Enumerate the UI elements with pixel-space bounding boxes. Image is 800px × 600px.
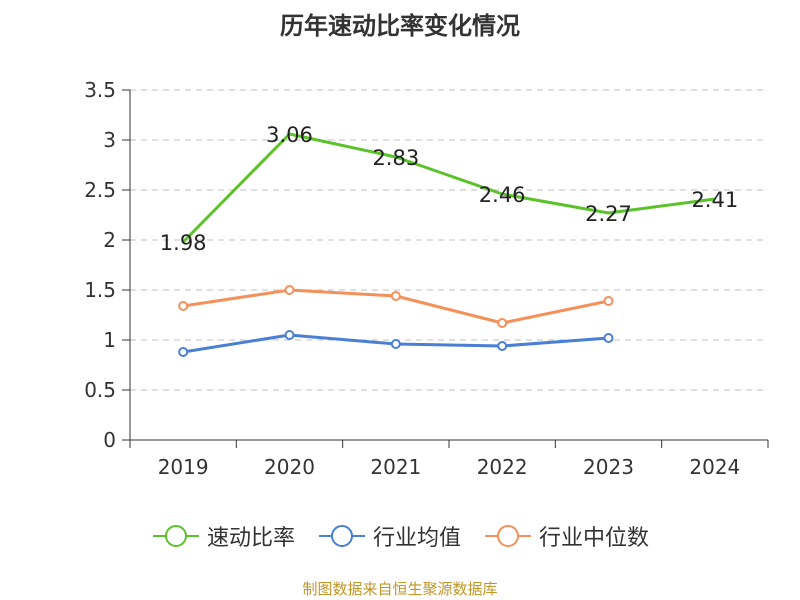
data-point — [284, 285, 295, 295]
y-tick-label: 3 — [103, 128, 116, 152]
y-tick-label: 2 — [103, 228, 116, 252]
legend-marker-icon — [485, 525, 531, 547]
legend-item-industry-median[interactable]: 行业中位数 — [483, 520, 649, 552]
legend-marker-icon — [152, 525, 199, 547]
data-source-note: 制图数据来自恒生聚源数据库 — [302, 580, 498, 598]
y-tick-label: 1.5 — [84, 278, 116, 302]
legend: 速动比率 行业均值 行业中位数 — [0, 520, 800, 552]
x-tick-label: 2020 — [264, 455, 315, 479]
x-tick-label: 2021 — [370, 455, 421, 479]
y-tick-label: 3.5 — [84, 78, 116, 102]
data-point — [390, 339, 401, 349]
data-label: 1.98 — [160, 231, 207, 255]
data-label: 3.06 — [266, 123, 313, 147]
data-label: 2.41 — [691, 188, 738, 212]
x-tick-label: 2019 — [158, 455, 209, 479]
x-tick-label: 2024 — [689, 455, 740, 479]
data-label: 2.46 — [479, 183, 526, 207]
data-point — [497, 341, 508, 351]
legend-item-industry-average[interactable]: 行业均值 — [317, 520, 461, 552]
chart-title: 历年速动比率变化情况 — [280, 12, 520, 40]
series-line — [182, 132, 716, 244]
x-tick-label: 2022 — [477, 455, 528, 479]
data-point — [390, 291, 401, 301]
data-point — [284, 330, 295, 340]
y-tick-label: 0.5 — [84, 378, 116, 402]
y-tick-label: 2.5 — [84, 178, 116, 202]
data-point — [178, 347, 189, 357]
legend-marker-icon — [318, 525, 365, 547]
data-point — [603, 296, 614, 306]
legend-label: 速动比率 — [206, 526, 295, 551]
data-point — [603, 333, 614, 343]
legend-label: 行业中位数 — [539, 526, 650, 551]
legend-label: 行业均值 — [372, 526, 461, 551]
data-point — [178, 301, 189, 311]
x-tick-label: 2023 — [583, 455, 634, 479]
legend-item-quick-ratio[interactable]: 速动比率 — [151, 520, 295, 552]
y-tick-label: 1 — [103, 328, 116, 352]
y-tick-label: 0 — [103, 428, 116, 452]
data-label: 2.27 — [585, 202, 632, 226]
data-point — [497, 318, 508, 328]
data-label: 2.83 — [372, 146, 419, 170]
